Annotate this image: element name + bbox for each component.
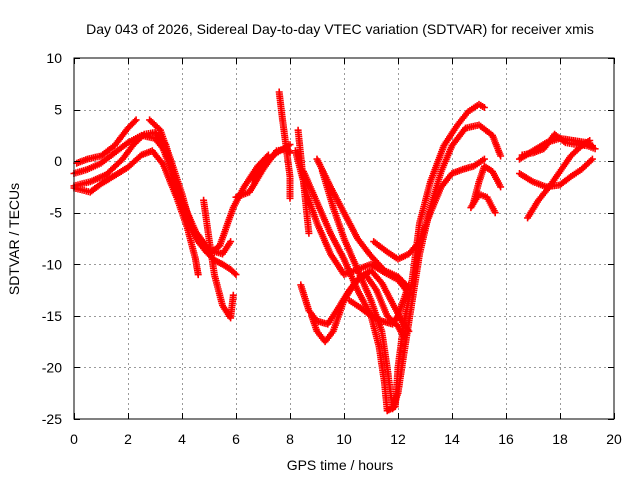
data-point <box>588 155 596 163</box>
data-point <box>497 152 505 160</box>
data-point <box>405 281 413 289</box>
data-point <box>155 125 163 133</box>
data-point <box>139 132 147 140</box>
series-track-8 <box>248 141 294 184</box>
data-point <box>405 327 413 335</box>
series-track-24 <box>524 137 594 222</box>
series-track-4 <box>70 147 202 279</box>
y-tick-label: -25 <box>42 411 62 427</box>
data-point <box>401 280 409 287</box>
data-point <box>491 209 499 217</box>
x-tick-label: 4 <box>178 431 186 447</box>
series-track-5 <box>146 116 240 279</box>
data-point <box>404 326 412 334</box>
x-tick-label: 14 <box>444 431 460 447</box>
data-point <box>229 291 237 299</box>
x-tick-label: 16 <box>498 431 514 447</box>
y-tick-label: -10 <box>42 256 62 272</box>
data-point <box>227 238 235 246</box>
series-track-9 <box>275 88 294 202</box>
y-tick-label: -5 <box>50 205 63 221</box>
data-point <box>591 145 599 153</box>
data-point <box>132 116 140 124</box>
x-tick-label: 0 <box>70 431 78 447</box>
series-track-18 <box>370 155 488 263</box>
x-tick-label: 10 <box>336 431 352 447</box>
data-point <box>131 117 139 125</box>
x-tick-label: 2 <box>124 431 132 447</box>
y-tick-label: -15 <box>42 308 62 324</box>
data-point <box>480 104 488 111</box>
data-points <box>70 88 599 415</box>
data-point <box>480 155 488 163</box>
series-track-6 <box>200 196 237 322</box>
data-point <box>399 333 407 340</box>
data-point <box>497 183 505 191</box>
y-tick-label: 10 <box>46 50 62 66</box>
data-point <box>231 269 239 277</box>
data-point <box>194 271 202 279</box>
x-tick-label: 20 <box>606 431 622 447</box>
y-tick-label: -20 <box>42 359 62 375</box>
data-point <box>586 137 594 144</box>
y-axis-label: SDTVAR / TECUs <box>6 183 22 295</box>
axis-ticks: 0 2 4 6 8 10 12 14 16 18 20 10 5 0 -5 -10 -15 -20 -25 <box>42 50 622 447</box>
series-track-3 <box>73 116 140 167</box>
data-point <box>560 137 568 145</box>
series-track-17 <box>345 281 413 328</box>
y-tick-label: 5 <box>54 102 62 118</box>
data-point <box>232 271 240 279</box>
x-tick-label: 12 <box>390 431 406 447</box>
data-point <box>587 157 595 165</box>
series-track-16 <box>308 271 407 346</box>
x-tick-label: 18 <box>552 431 568 447</box>
x-tick-label: 6 <box>232 431 240 447</box>
x-tick-label: 8 <box>286 431 294 447</box>
chart-title: Day 043 of 2026, Sidereal Day-to-day VTE… <box>86 21 594 37</box>
data-point <box>305 229 313 237</box>
series-track-20 <box>467 190 499 217</box>
data-point <box>286 194 294 202</box>
y-tick-label: 0 <box>54 153 62 169</box>
x-axis-label: GPS time / hours <box>287 457 394 473</box>
data-point <box>286 141 294 149</box>
